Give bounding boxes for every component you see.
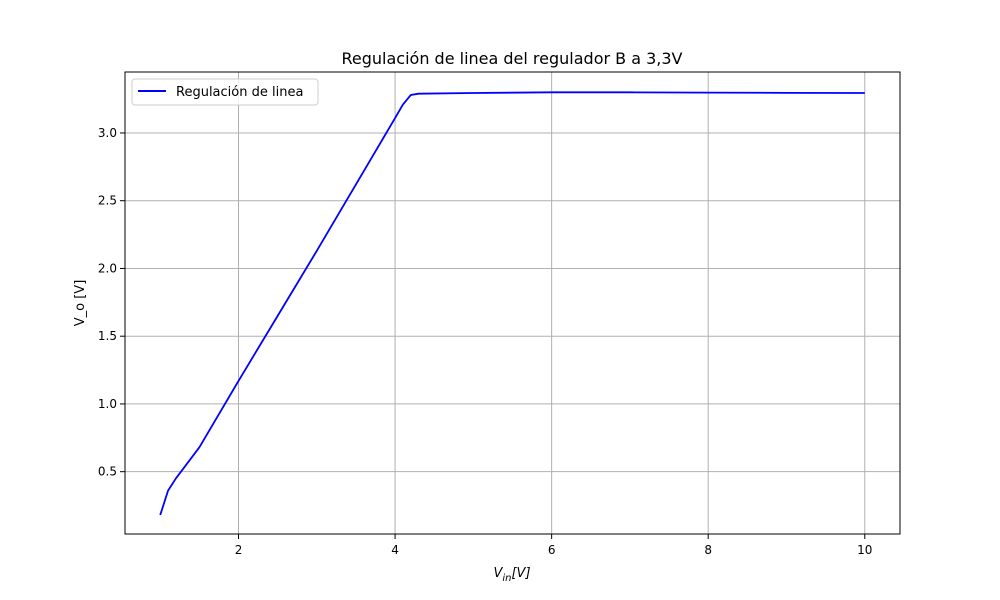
y-tick-label: 0.5 [98, 465, 117, 479]
x-tick-label: 8 [704, 543, 712, 557]
x-tick-label: 2 [235, 543, 243, 557]
grid [125, 72, 900, 534]
y-tick-label: 2.5 [98, 194, 117, 208]
x-tick-label: 4 [391, 543, 399, 557]
y-axis-label: V_o [V] [73, 280, 88, 327]
plot-frame [124, 71, 901, 535]
legend-box [131, 78, 319, 106]
series-line [159, 91, 865, 516]
legend-label: Regulación de linea [176, 85, 303, 100]
legend: Regulación de linea [131, 78, 319, 106]
chart-title: Regulación de linea del regulador B a 3,… [342, 49, 683, 68]
x-tick-label: 10 [857, 543, 872, 557]
y-tick-label: 2.0 [98, 261, 117, 275]
series-layer [159, 91, 865, 516]
y-tick-label: 3.0 [98, 126, 117, 140]
x-tick-label: 6 [548, 543, 556, 557]
y-tick-label: 1.5 [98, 329, 117, 343]
x-axis-label: Vin[V] [493, 566, 530, 584]
ticks: 2 4 6 8 10 0.5 1.0 1.5 2.0 2.5 3.0 [98, 126, 873, 557]
y-tick-label: 1.0 [98, 397, 117, 411]
